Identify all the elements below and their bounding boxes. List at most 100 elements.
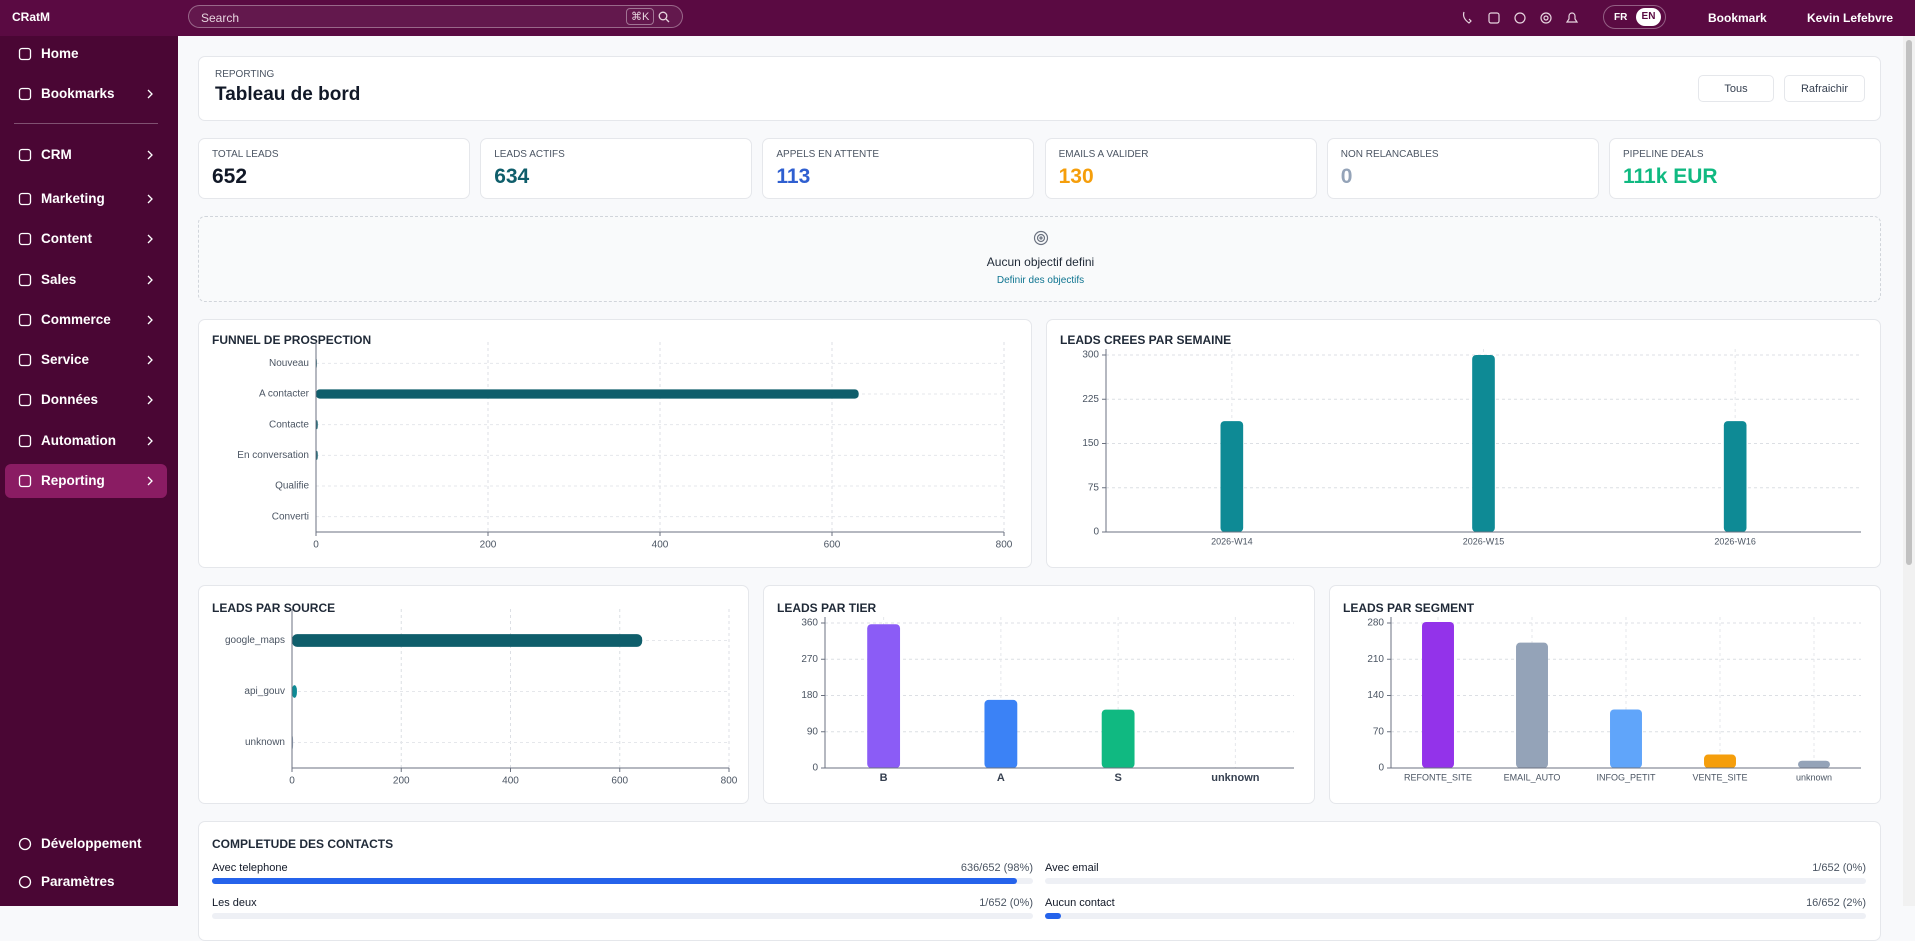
nav-item[interactable]: Bookmarks bbox=[5, 77, 167, 111]
refresh-button[interactable]: Rafraichir bbox=[1784, 75, 1865, 102]
goal-icon bbox=[1033, 230, 1049, 246]
filter-button[interactable]: Tous bbox=[1698, 75, 1774, 102]
nav-item[interactable]: Données bbox=[5, 383, 167, 417]
kpi-value: 634 bbox=[494, 165, 530, 188]
bar bbox=[1472, 355, 1495, 532]
goal-link[interactable]: Definir des objectifs bbox=[996, 275, 1085, 286]
bar bbox=[867, 624, 901, 768]
kpi-card: EMAILS A VALIDER 130 bbox=[1044, 138, 1317, 199]
y-tick-label: 0 bbox=[1378, 763, 1384, 774]
scroll-thumb[interactable] bbox=[1906, 40, 1912, 565]
nav-icon bbox=[18, 393, 32, 407]
nav-icon bbox=[18, 875, 32, 889]
kpi-value: 0 bbox=[1340, 165, 1353, 188]
divider bbox=[14, 123, 158, 124]
language-toggle[interactable]: FR EN bbox=[1603, 5, 1666, 29]
y-tick-label: 180 bbox=[801, 690, 818, 701]
y-tick-label: 75 bbox=[1088, 482, 1100, 493]
chevron bbox=[147, 355, 153, 365]
bar bbox=[1220, 421, 1244, 532]
nav-item[interactable]: Content bbox=[5, 222, 167, 256]
y-tick-label: 0 bbox=[1093, 527, 1099, 538]
top-icons[interactable] bbox=[1460, 9, 1580, 27]
nav-label: Développement bbox=[41, 836, 142, 851]
nav-item[interactable]: Service bbox=[5, 343, 167, 377]
nav-item[interactable]: Commerce bbox=[5, 303, 167, 337]
x-tick-label: 600 bbox=[611, 776, 628, 787]
x-tick-label: 2026-W14 bbox=[1211, 536, 1253, 546]
kpi-value: 113 bbox=[776, 165, 811, 188]
nav-item[interactable]: Paramètres bbox=[5, 865, 167, 899]
row-value: 1/652 (0%) bbox=[979, 897, 1033, 909]
bar bbox=[1723, 421, 1747, 532]
nav-icon bbox=[18, 313, 32, 327]
bar bbox=[1798, 760, 1830, 768]
chart-card: LEADS PAR SEGMENT 0 70 140 210 280 REFONTE_SI… bbox=[1329, 585, 1881, 804]
filter-label: Tous bbox=[1724, 82, 1748, 95]
chart-title: LEADS PAR SOURCE bbox=[212, 601, 336, 615]
goal-box: Aucun objectif defini Definir des object… bbox=[198, 216, 1881, 302]
search-placeholder: Search bbox=[201, 11, 240, 25]
bar bbox=[1610, 709, 1642, 768]
nav-item[interactable]: Reporting bbox=[5, 464, 167, 498]
row-value: 1/652 (0%) bbox=[1812, 862, 1866, 874]
kpi-label: PIPELINE DEALS bbox=[1623, 149, 1704, 160]
nav-item[interactable]: Marketing bbox=[5, 182, 167, 216]
page-title: Tableau de bord bbox=[215, 84, 361, 105]
completeness-card: COMPLETUDE DES CONTACTS Avec telephone 63… bbox=[198, 821, 1881, 941]
row-label: Avec email bbox=[1045, 862, 1099, 874]
nav-label: Données bbox=[41, 392, 99, 407]
nav-item[interactable]: Développement bbox=[5, 827, 167, 861]
chart-title: LEADS PAR SEGMENT bbox=[1343, 601, 1475, 615]
y-tick-label: 140 bbox=[1367, 690, 1384, 701]
y-tick-label: 0 bbox=[812, 763, 818, 774]
kpi-value: 111k EUR bbox=[1623, 165, 1718, 188]
chart-card: LEADS PAR SOURCE 0 200 400 600 800 google_map… bbox=[198, 585, 749, 804]
chevron bbox=[147, 275, 153, 285]
bar bbox=[316, 389, 859, 399]
x-tick-label: INFOG_PETIT bbox=[1596, 772, 1656, 782]
x-tick-label: 200 bbox=[393, 776, 410, 787]
chevron bbox=[147, 89, 153, 99]
row-label: Avec telephone bbox=[212, 862, 288, 874]
chevron bbox=[147, 150, 153, 160]
x-tick-label: 600 bbox=[824, 540, 841, 551]
lang-en[interactable]: EN bbox=[1636, 8, 1661, 26]
chevron bbox=[147, 234, 153, 244]
nav-item[interactable]: Sales bbox=[5, 263, 167, 297]
chevron bbox=[147, 476, 153, 486]
bookmark-button[interactable]: Bookmark bbox=[1708, 11, 1767, 25]
nav-label: Content bbox=[41, 231, 92, 246]
y-tick-label: 70 bbox=[1373, 726, 1385, 737]
kpi-label: TOTAL LEADS bbox=[212, 149, 279, 160]
search-box[interactable]: Search ⌘K bbox=[188, 5, 683, 28]
nav-icon bbox=[18, 434, 32, 448]
x-tick-label: 400 bbox=[502, 776, 519, 787]
y-tick-label: En conversation bbox=[237, 450, 309, 461]
row-value: 636/652 (98%) bbox=[960, 862, 1033, 874]
lang-fr[interactable]: FR bbox=[1614, 12, 1628, 23]
chart-card: LEADS CREES PAR SEMAINE 0 75 150 225 300 2026… bbox=[1046, 319, 1881, 568]
chart: 0 200 400 600 800 Nouveau A contacter Contacte E… bbox=[237, 342, 1013, 551]
y-tick-label: 360 bbox=[801, 618, 818, 629]
kpi-label: NON RELANCABLES bbox=[1340, 149, 1439, 160]
x-tick-label: VENTE_SITE bbox=[1692, 772, 1747, 782]
nav-item[interactable]: Home bbox=[5, 37, 167, 71]
chart-title: FUNNEL DE PROSPECTION bbox=[212, 333, 372, 347]
nav-item[interactable]: Automation bbox=[5, 424, 167, 458]
nav-item[interactable]: CRM bbox=[5, 138, 167, 172]
y-tick-label: api_gouv bbox=[244, 686, 285, 697]
nav-label: CRM bbox=[41, 147, 72, 162]
bar bbox=[1101, 709, 1135, 768]
nav-icon bbox=[18, 192, 32, 206]
user-menu[interactable]: Kevin Lefebvre bbox=[1807, 11, 1894, 25]
y-tick-label: 210 bbox=[1367, 654, 1384, 665]
kpi-card: PIPELINE DEALS 111k EUR bbox=[1609, 138, 1881, 199]
nav-label: Sales bbox=[41, 272, 77, 287]
progress-track bbox=[1045, 913, 1866, 919]
chevron bbox=[147, 436, 153, 446]
sidebar: Home Bookmarks CRM Marketing Content Sales Com… bbox=[0, 36, 178, 906]
x-tick-label: A bbox=[997, 772, 1005, 784]
x-tick-label: unknown bbox=[1211, 772, 1260, 784]
